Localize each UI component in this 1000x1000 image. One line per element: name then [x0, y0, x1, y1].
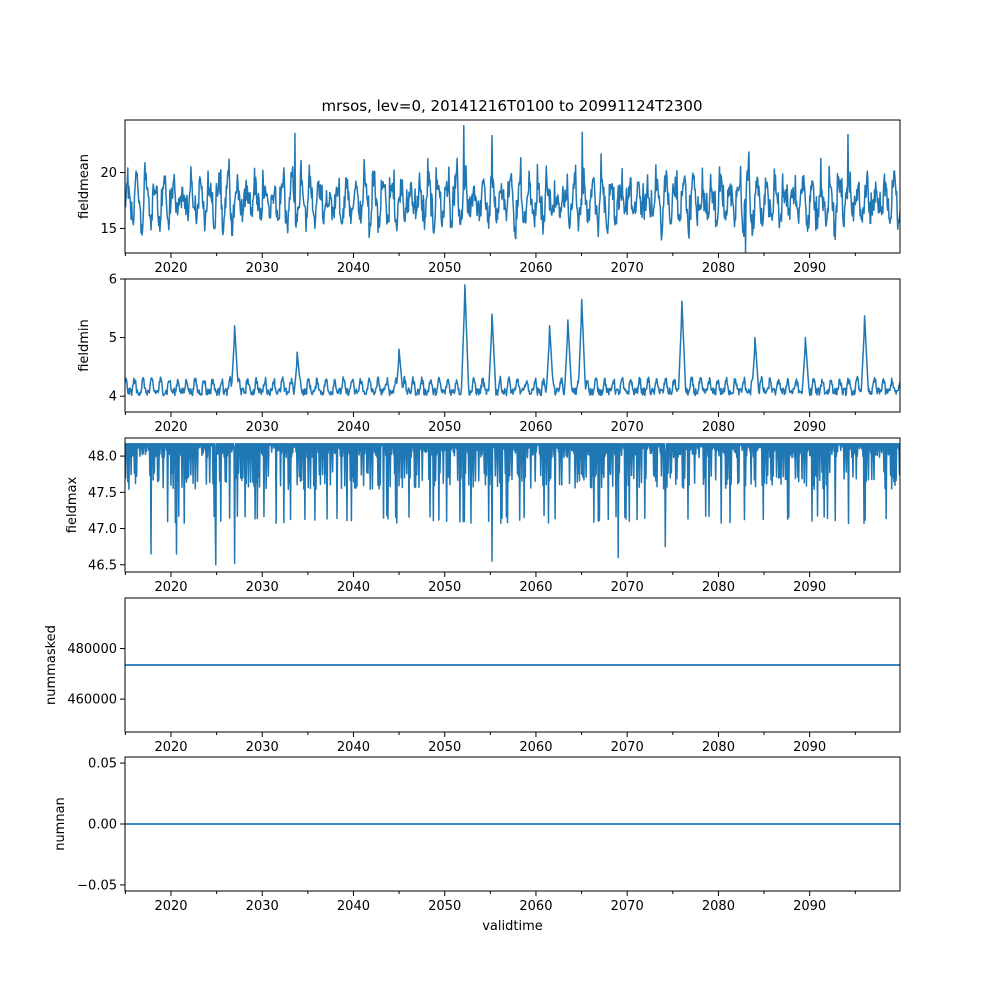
x-tick-label: 2080	[702, 580, 735, 595]
x-tick-label: 2070	[611, 740, 644, 755]
x-tick-label: 2080	[702, 261, 735, 276]
x-tick-label: 2070	[611, 899, 644, 914]
panel-fieldmin: 2020 2030 2040 2050 2060 2070 2080 2090 4 5 6 field…	[77, 273, 901, 435]
y-tick-label: 47.5	[88, 486, 117, 501]
y-axis-label: numnan	[53, 797, 68, 851]
axes-frame	[124, 597, 901, 733]
y-tick-label: 0.05	[88, 757, 117, 772]
x-tick-label: 2090	[793, 261, 826, 276]
x-tick-label: 2050	[428, 420, 461, 435]
series-line-fieldmean	[125, 124, 900, 253]
x-tick-label: 2080	[702, 420, 735, 435]
x-tick-label: 2090	[793, 420, 826, 435]
y-tick-label: 47.0	[88, 522, 117, 537]
x-tick-label: 2030	[246, 740, 279, 755]
y-tick-label: −0.05	[77, 878, 117, 893]
panel-fieldmean: 2020 2030 2040 2050 2060 2070 2080 2090 15 20 fiel…	[77, 119, 901, 276]
x-tick-label: 2040	[337, 740, 370, 755]
x-tick-label: 2020	[154, 420, 187, 435]
x-tick-label: 2060	[519, 740, 552, 755]
y-tick-label: 4	[109, 390, 117, 405]
x-tick-label: 2060	[519, 420, 552, 435]
axes-frame	[124, 278, 901, 413]
y-tick-label: 15	[100, 222, 117, 237]
panel-nummasked: 2020 2030 2040 2050 2060 2070 2080 2090 460000 48…	[44, 597, 901, 755]
x-tick-label: 2060	[519, 261, 552, 276]
y-tick-label: 6	[109, 273, 117, 288]
x-tick-label: 2040	[337, 899, 370, 914]
figure-title: mrsos, lev=0, 20141216T0100 to 20991124T…	[321, 97, 702, 115]
y-axis-label: nummasked	[44, 625, 59, 705]
x-tick-label: 2070	[611, 580, 644, 595]
x-tick-label: 2050	[428, 261, 461, 276]
x-tick-label: 2060	[519, 899, 552, 914]
axes-frame	[124, 437, 901, 573]
x-tick-label: 2090	[793, 899, 826, 914]
x-tick-label: 2040	[337, 420, 370, 435]
x-tick-label: 2090	[793, 740, 826, 755]
y-axis-label: fieldmean	[77, 154, 92, 219]
x-tick-label: 2070	[611, 261, 644, 276]
x-tick-label: 2050	[428, 899, 461, 914]
y-axis-label: fieldmin	[77, 319, 92, 372]
x-tick-label: 2070	[611, 420, 644, 435]
x-tick-label: 2030	[246, 899, 279, 914]
x-tick-label: 2030	[246, 580, 279, 595]
x-tick-label: 2090	[793, 580, 826, 595]
x-tick-label: 2080	[702, 899, 735, 914]
y-tick-label: 46.5	[88, 558, 117, 573]
x-tick-label: 2030	[246, 261, 279, 276]
y-axis-label: fieldmax	[65, 477, 80, 534]
x-tick-label: 2030	[246, 420, 279, 435]
y-tick-label: 5	[109, 331, 117, 346]
y-tick-label: 480000	[67, 642, 117, 657]
y-tick-label: 20	[100, 166, 117, 181]
x-tick-label: 2080	[702, 740, 735, 755]
x-tick-label: 2020	[154, 740, 187, 755]
x-tick-label: 2050	[428, 580, 461, 595]
y-tick-label: 48.0	[88, 450, 117, 465]
series-line-fieldmax	[125, 443, 900, 566]
x-tick-label: 2040	[337, 261, 370, 276]
x-axis-label: validtime	[482, 919, 543, 934]
x-tick-label: 2020	[154, 261, 187, 276]
x-tick-label: 2050	[428, 740, 461, 755]
y-tick-label: 0.00	[88, 818, 117, 833]
x-tick-label: 2060	[519, 580, 552, 595]
panel-numnan: 2020 2030 2040 2050 2060 2070 2080 2090 −0.05 0.0…	[53, 756, 901, 934]
x-tick-label: 2040	[337, 580, 370, 595]
axes-frame	[124, 119, 901, 254]
y-tick-label: 460000	[67, 693, 117, 708]
x-tick-label: 2020	[154, 580, 187, 595]
series-line-fieldmin	[125, 284, 900, 397]
x-tick-label: 2020	[154, 899, 187, 914]
panel-fieldmax: 2020 2030 2040 2050 2060 2070 2080 2090 46.5 47.0…	[65, 437, 901, 595]
